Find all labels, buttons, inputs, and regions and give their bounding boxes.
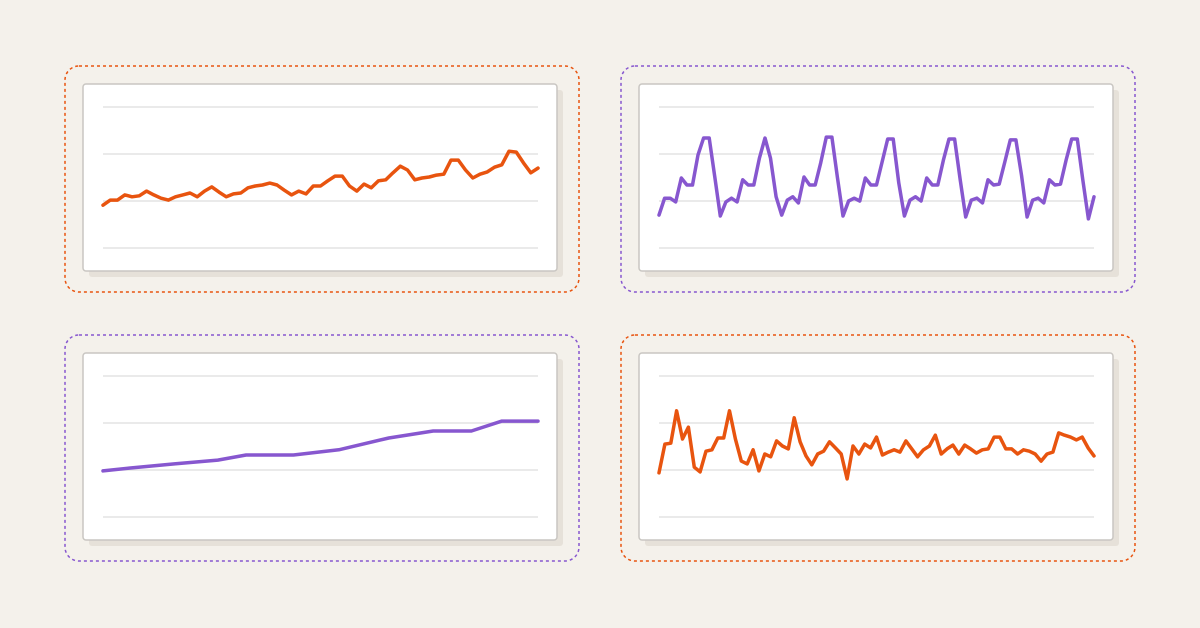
data-line <box>657 135 1096 221</box>
data-line <box>101 419 540 473</box>
data-line <box>101 149 540 207</box>
chart-frame <box>620 65 1136 293</box>
chart-frame <box>64 334 580 562</box>
chart-frame <box>620 334 1136 562</box>
card <box>638 83 1114 272</box>
data-line <box>657 409 1096 481</box>
card <box>82 83 558 272</box>
chart-frame <box>64 65 580 293</box>
card <box>638 352 1114 541</box>
card <box>82 352 558 541</box>
